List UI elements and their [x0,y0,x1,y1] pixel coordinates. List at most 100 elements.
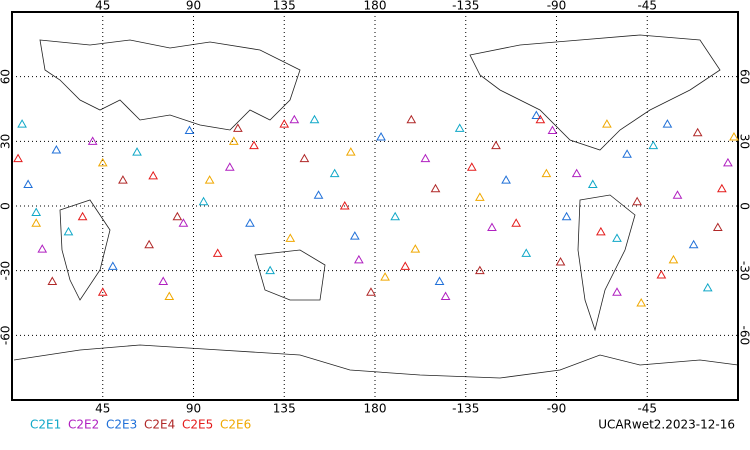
occultation-marker [702,282,713,292]
occultation-marker [501,175,511,184]
occultation-marker [366,287,376,296]
legend-entry: C2E5 [182,418,213,432]
coastline [39,39,301,131]
occultation-marker [13,153,23,163]
occultation-marker [51,144,62,154]
x-tick-label: 135 [273,0,296,13]
coastline [59,199,111,301]
occultation-marker [339,200,350,210]
y-tick-label: 60 [0,69,13,84]
occultation-marker [672,190,683,199]
occultation-marker [228,136,239,145]
occultation-marker [329,168,340,178]
occultation-marker [313,190,324,199]
occultation-marker [491,140,501,150]
occultation-marker [279,119,290,128]
occultation-marker [107,261,118,270]
occultation-marker [17,119,27,128]
occultation-marker [561,211,572,221]
occultation-marker [612,287,622,296]
occultation-marker [571,168,582,178]
occultation-marker [164,291,175,301]
occultation-marker [632,196,643,206]
occultation-marker [198,196,209,206]
occultation-marker [144,239,154,249]
y-tick-label: 30 [738,134,750,149]
occultation-marker [87,136,98,145]
x-tick-label: -45 [637,0,657,13]
y-tick-label: -60 [0,326,13,346]
occultation-marker [118,175,128,184]
occultation-marker [178,218,189,227]
occultation-marker [475,192,485,201]
coastline [13,344,739,379]
occultation-marker [410,244,421,253]
occultation-marker [535,114,546,124]
occultation-marker [97,157,108,167]
y-tick-label: -60 [738,326,750,346]
coastline [577,194,636,332]
occultation-marker [77,211,88,221]
occultation-marker [233,123,243,132]
x-tick-label: 180 [364,402,387,416]
legend-entry: C2E1 [30,418,61,432]
x-tick-label: -45 [637,402,657,416]
footer-label: UCARwet2.2023-12-16 [598,418,735,432]
x-tick-label: 180 [364,0,387,13]
occultation-marker [47,276,58,285]
occultation-marker [434,276,445,285]
y-tick-label: -30 [0,261,13,281]
occultation-marker [299,153,310,163]
occultation-marker [430,183,441,193]
x-tick-label: 90 [186,402,201,416]
occultation-marker [487,222,497,232]
legend-entry: C2E6 [220,418,251,432]
x-tick-label: 45 [95,0,110,13]
occultation-marker [587,179,598,188]
occultation-marker [345,147,356,156]
occultation-marker [688,239,699,249]
occultation-marker [648,140,659,150]
occultation-marker [97,287,108,296]
occultation-marker [729,132,739,141]
occultation-marker [668,254,679,264]
x-tick-label: -135 [452,0,479,13]
x-tick-label: 135 [273,402,296,416]
occultation-marker [555,257,566,266]
occultation-marker [37,244,48,253]
occultation-marker [622,149,632,158]
occultation-marker [224,162,235,171]
occultation-marker [440,291,451,301]
occultation-marker [212,248,223,257]
occultation-marker [63,226,74,236]
occultation-marker [285,233,296,242]
occultation-marker [662,119,673,128]
occultation-marker [245,218,255,227]
y-tick-label: 0 [0,202,13,210]
occultation-marker [466,162,477,171]
occultation-marker [723,157,733,167]
occultation-marker [692,127,703,137]
occultation-marker [204,175,215,184]
coastlines [13,34,739,379]
legend-entry: C2E4 [144,418,175,432]
occultation-marker [475,265,485,275]
occultation-marker [400,261,411,270]
y-tick-label: -30 [738,261,750,281]
legend-entry: C2E2 [68,418,99,432]
occultation-marker [265,265,275,275]
occultation-marker [636,297,647,307]
occultation-marker [376,132,386,141]
occultation-marker [521,248,532,257]
occultation-marker [31,207,42,216]
occultation-marker [354,254,364,264]
occultation-marker [249,140,259,150]
occultation-marker [184,125,195,135]
legend-entry: C2E3 [106,418,137,432]
occultation-marker [717,183,727,193]
x-tick-label: 90 [186,0,201,13]
x-tick-label: -135 [452,402,479,416]
occultation-marker [712,222,723,232]
occultation-marker [547,125,558,135]
